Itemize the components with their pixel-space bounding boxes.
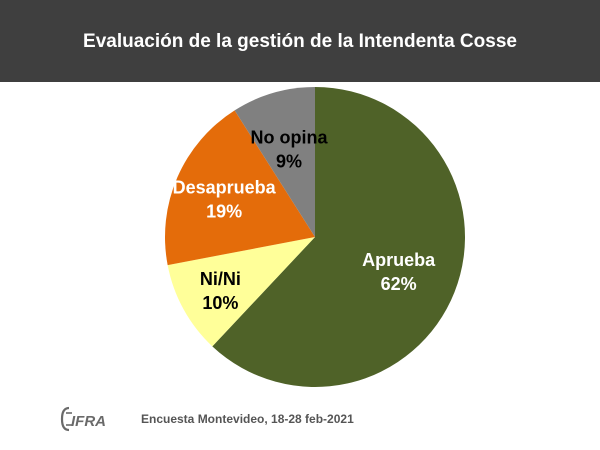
slice-label-value: 62%: [381, 274, 417, 294]
chart-title: Evaluación de la gestión de la Intendent…: [83, 31, 517, 52]
source-note: Encuesta Montevideo, 18-28 feb-2021: [141, 412, 354, 426]
pie-slice-no-opina: [234, 87, 315, 237]
slice-label-name: Desaprueba: [173, 178, 277, 198]
slice-label-value: 10%: [202, 293, 238, 313]
slice-label-name: Ni/Ni: [200, 269, 241, 289]
slice-label-value: 19%: [206, 202, 242, 222]
pie-slice-desaprueba: [164, 110, 315, 266]
pie-slice-ni-ni: [167, 237, 315, 347]
cifra-logo: IFRA: [60, 406, 106, 432]
slice-label-name: Aprueba: [362, 250, 436, 270]
slice-label-name: No opina: [251, 128, 329, 148]
pie-slices: [164, 87, 465, 387]
header-bar: Evaluación de la gestión de la Intendent…: [0, 0, 600, 82]
logo-text: IFRA: [71, 413, 106, 430]
pie-slice-aprueba: [212, 87, 465, 387]
pie-chart: Aprueba 62% Ni/Ni 10% Desaprueba 19% No opina 9…: [164, 87, 465, 387]
pie-labels: Aprueba 62% Ni/Ni 10% Desaprueba 19% No opina 9…: [173, 128, 437, 313]
slice-label-value: 9%: [276, 152, 302, 172]
